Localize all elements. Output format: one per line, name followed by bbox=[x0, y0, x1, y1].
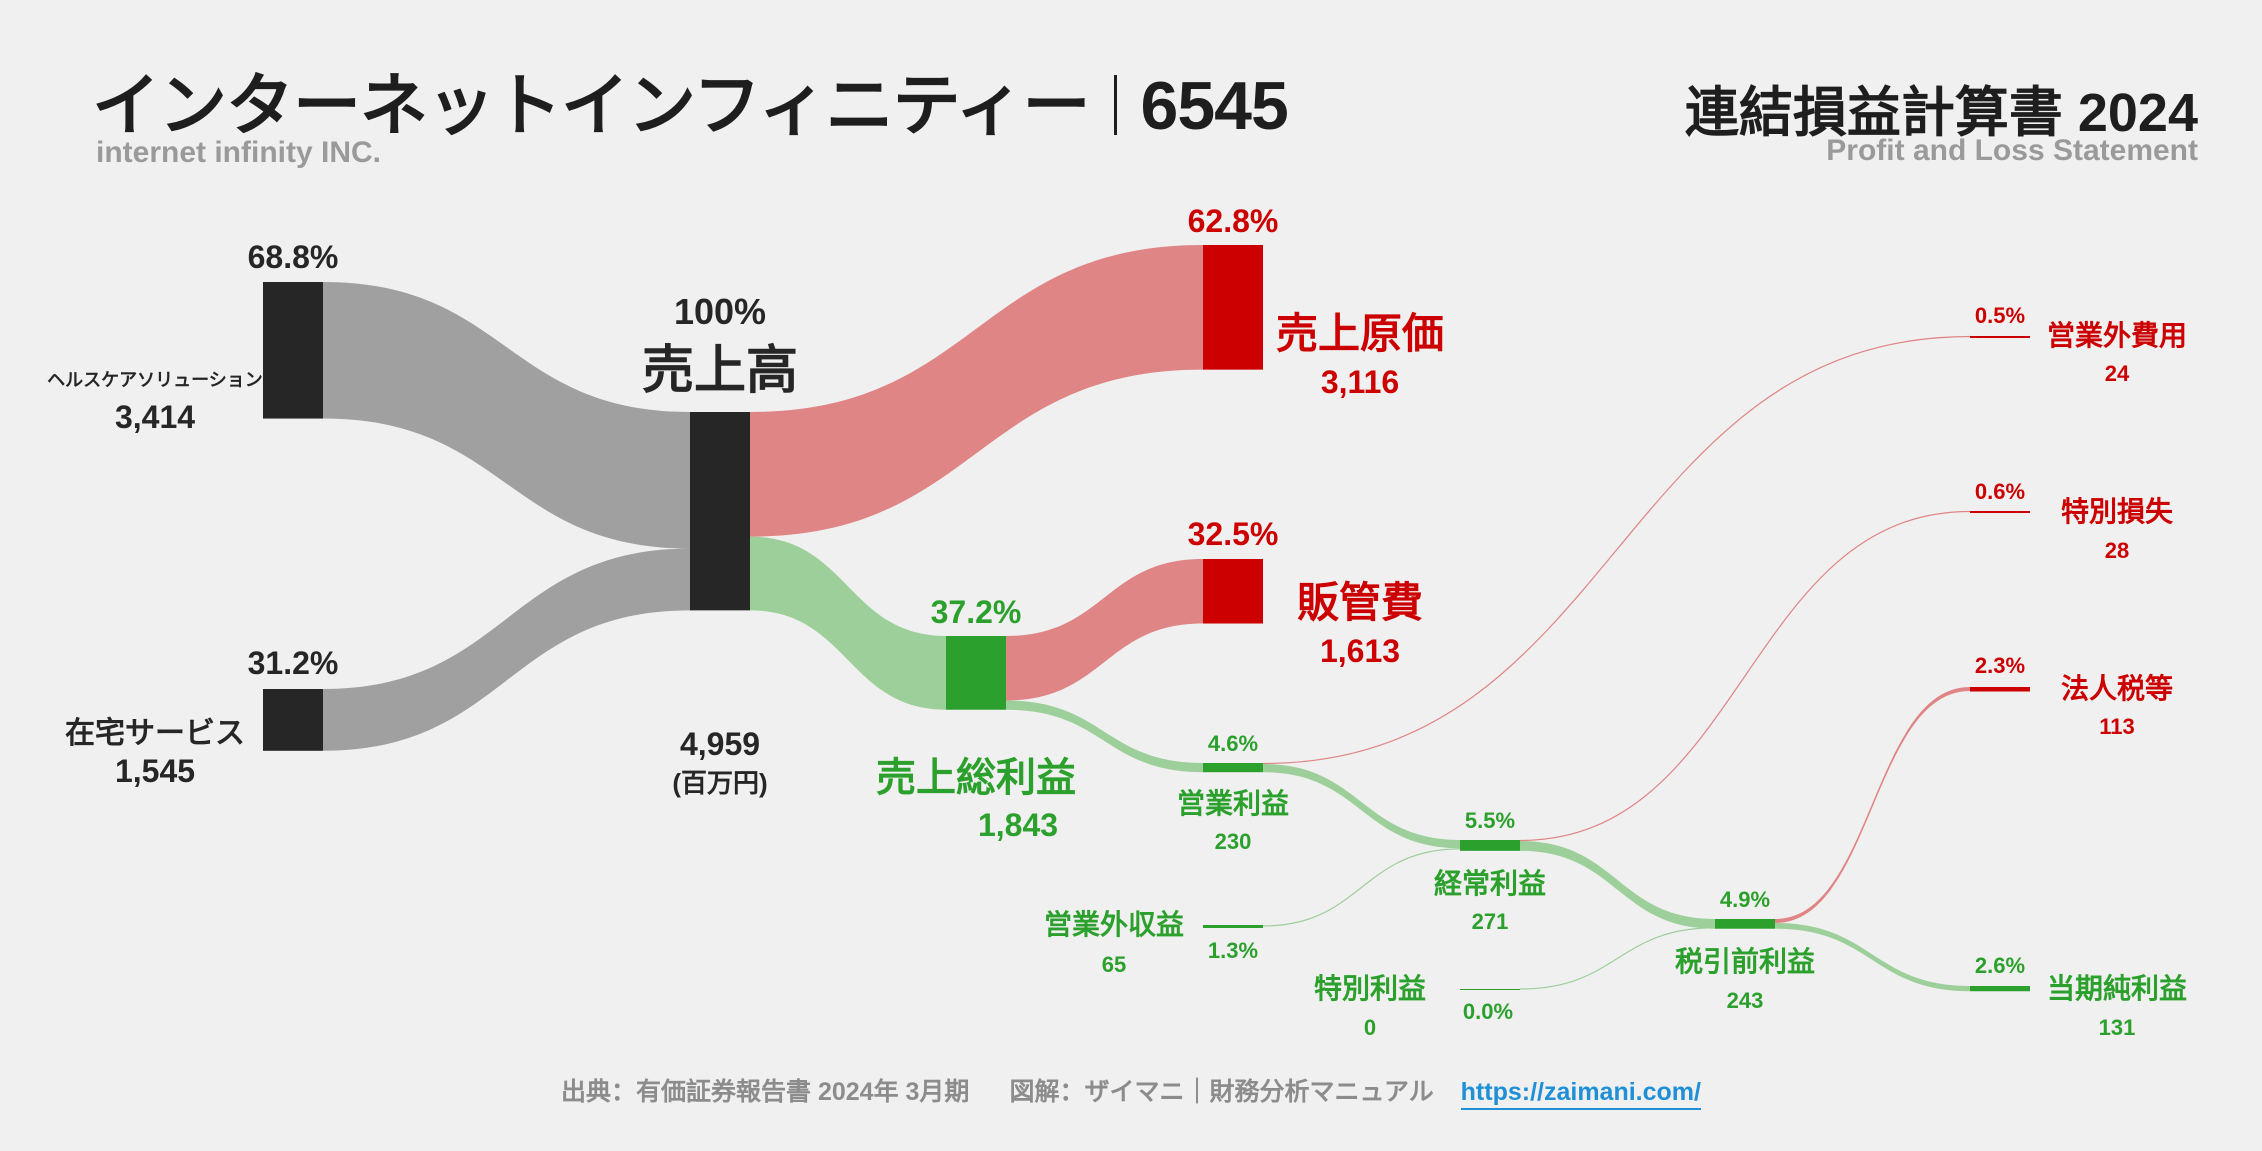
flow-op-nonop-expense bbox=[1262, 335, 1971, 765]
flow-pretax-net bbox=[1775, 923, 1970, 992]
flow-gross-op bbox=[1006, 700, 1203, 773]
pct-label-special-gain: 0.0% bbox=[1463, 999, 1513, 1024]
value-label-special-loss: 28 bbox=[2105, 538, 2129, 563]
pct-label-ordinary: 5.5% bbox=[1465, 808, 1515, 833]
node-revenue bbox=[690, 412, 750, 611]
source-text: 出典：有価証券報告書 2024年 3月期 bbox=[561, 1078, 970, 1106]
flow-revenue-gross bbox=[750, 536, 946, 710]
name-label-revenue: 売上高 bbox=[642, 342, 798, 400]
node-homecare bbox=[263, 689, 323, 751]
pct-label-nonop-expense: 0.5% bbox=[1975, 303, 2025, 328]
node-pretax bbox=[1715, 919, 1775, 929]
name-label-homecare: 在宅サービス bbox=[65, 716, 245, 750]
node-nonop_exp bbox=[1970, 336, 2030, 338]
pct-label-pretax: 4.9% bbox=[1720, 887, 1770, 912]
pct-label-revenue: 100% bbox=[674, 291, 766, 332]
node-sp_loss bbox=[1970, 511, 2030, 513]
value-label-tax: 113 bbox=[2099, 714, 2135, 739]
name-label-gross: 売上総利益 bbox=[876, 756, 1076, 800]
value-label-revenue: 4,959 bbox=[680, 726, 760, 762]
value-label-cogs: 3,116 bbox=[1321, 364, 1399, 400]
name-label-ordinary: 経常利益 bbox=[1434, 867, 1546, 899]
flow-special-gain-pretax bbox=[1519, 927, 1716, 990]
pct-label-tax: 2.3% bbox=[1975, 653, 2025, 678]
flow-pretax-tax bbox=[1775, 687, 1970, 923]
flow-homecare-revenue bbox=[323, 548, 690, 751]
flow-healthcare-revenue bbox=[323, 282, 690, 549]
pct-label-cogs: 62.8% bbox=[1188, 203, 1279, 239]
name-label-sga: 販管費 bbox=[1297, 579, 1423, 626]
name-label-cogs: 売上原価 bbox=[1276, 310, 1444, 357]
pct-label-homecare: 31.2% bbox=[248, 645, 339, 681]
node-op bbox=[1203, 763, 1263, 773]
flow-gross-sga bbox=[1006, 559, 1203, 701]
value-label-net: 131 bbox=[2099, 1015, 2136, 1040]
statement-title: 連結損益計算書 2024 bbox=[1684, 83, 2198, 143]
value-label-gross: 1,843 bbox=[978, 807, 1058, 843]
value-label-special-gain: 0 bbox=[1364, 1015, 1376, 1040]
pct-label-special-loss: 0.6% bbox=[1975, 479, 2025, 504]
company-name-en: internet infinity INC. bbox=[96, 136, 381, 169]
node-sga bbox=[1203, 559, 1263, 624]
name-label-tax: 法人税等 bbox=[2061, 672, 2173, 704]
flow-revenue-cogs bbox=[750, 245, 1203, 537]
pct-label-healthcare: 68.8% bbox=[248, 239, 339, 275]
value-label-homecare: 1,545 bbox=[115, 753, 195, 789]
pct-label-gross: 37.2% bbox=[931, 594, 1022, 630]
name-label-nonop-income: 営業外収益 bbox=[1044, 909, 1184, 940]
company-title: インターネットインフィニティー 6545 bbox=[92, 50, 1289, 149]
name-label-healthcare: ヘルスケアソリューション bbox=[47, 370, 263, 390]
pct-label-op: 4.6% bbox=[1208, 731, 1258, 756]
node-tax bbox=[1970, 687, 2030, 692]
company-name: インターネットインフィニティー bbox=[92, 68, 1091, 144]
credit-text: 図解：ザイマニ｜財務分析マニュアル bbox=[1009, 1078, 1434, 1106]
node-cogs bbox=[1203, 245, 1263, 370]
name-label-special-gain: 特別利益 bbox=[1314, 973, 1426, 1004]
pct-label-sga: 32.5% bbox=[1188, 516, 1279, 552]
node-ordinary bbox=[1460, 840, 1520, 851]
title-separator bbox=[1113, 75, 1117, 135]
pct-label-nonop-income: 1.3% bbox=[1208, 938, 1258, 963]
value-label-nonop-expense: 24 bbox=[2105, 361, 2130, 386]
node-nonop_inc bbox=[1203, 925, 1263, 928]
value-label-op: 230 bbox=[1215, 829, 1252, 854]
value-label-healthcare: 3,414 bbox=[115, 399, 195, 435]
flow-ordinary-pretax bbox=[1520, 841, 1715, 929]
flow-op-ordinary bbox=[1263, 764, 1460, 849]
name-label-op: 営業利益 bbox=[1177, 788, 1289, 819]
footer: 出典：有価証券報告書 2024年 3月期 図解：ザイマニ｜財務分析マニュアル ht… bbox=[0, 1072, 2262, 1110]
value-label-sga: 1,613 bbox=[1320, 633, 1400, 669]
ticker-code: 6545 bbox=[1140, 68, 1289, 144]
flow-ordinary-special-loss bbox=[1519, 510, 1971, 842]
node-gross bbox=[946, 636, 1006, 710]
value-label-pretax: 243 bbox=[1727, 988, 1764, 1013]
flow-nonop-income-ordinary bbox=[1262, 848, 1461, 927]
node-sp_gain bbox=[1460, 989, 1520, 990]
unit-label: (百万円) bbox=[672, 768, 767, 798]
pct-label-net: 2.6% bbox=[1975, 953, 2025, 978]
name-label-nonop-expense: 営業外費用 bbox=[2047, 320, 2187, 351]
name-label-pretax: 税引前利益 bbox=[1675, 945, 1815, 977]
node-net bbox=[1970, 986, 2030, 992]
name-label-net: 当期純利益 bbox=[2047, 973, 2187, 1004]
site-link[interactable]: https://zaimani.com/ bbox=[1460, 1078, 1701, 1110]
value-label-ordinary: 271 bbox=[1472, 909, 1509, 934]
value-label-nonop-income: 65 bbox=[1102, 952, 1126, 977]
node-healthcare bbox=[263, 282, 323, 419]
statement-subtitle: Profit and Loss Statement bbox=[1826, 134, 2198, 167]
name-label-special-loss: 特別損失 bbox=[2061, 496, 2174, 527]
